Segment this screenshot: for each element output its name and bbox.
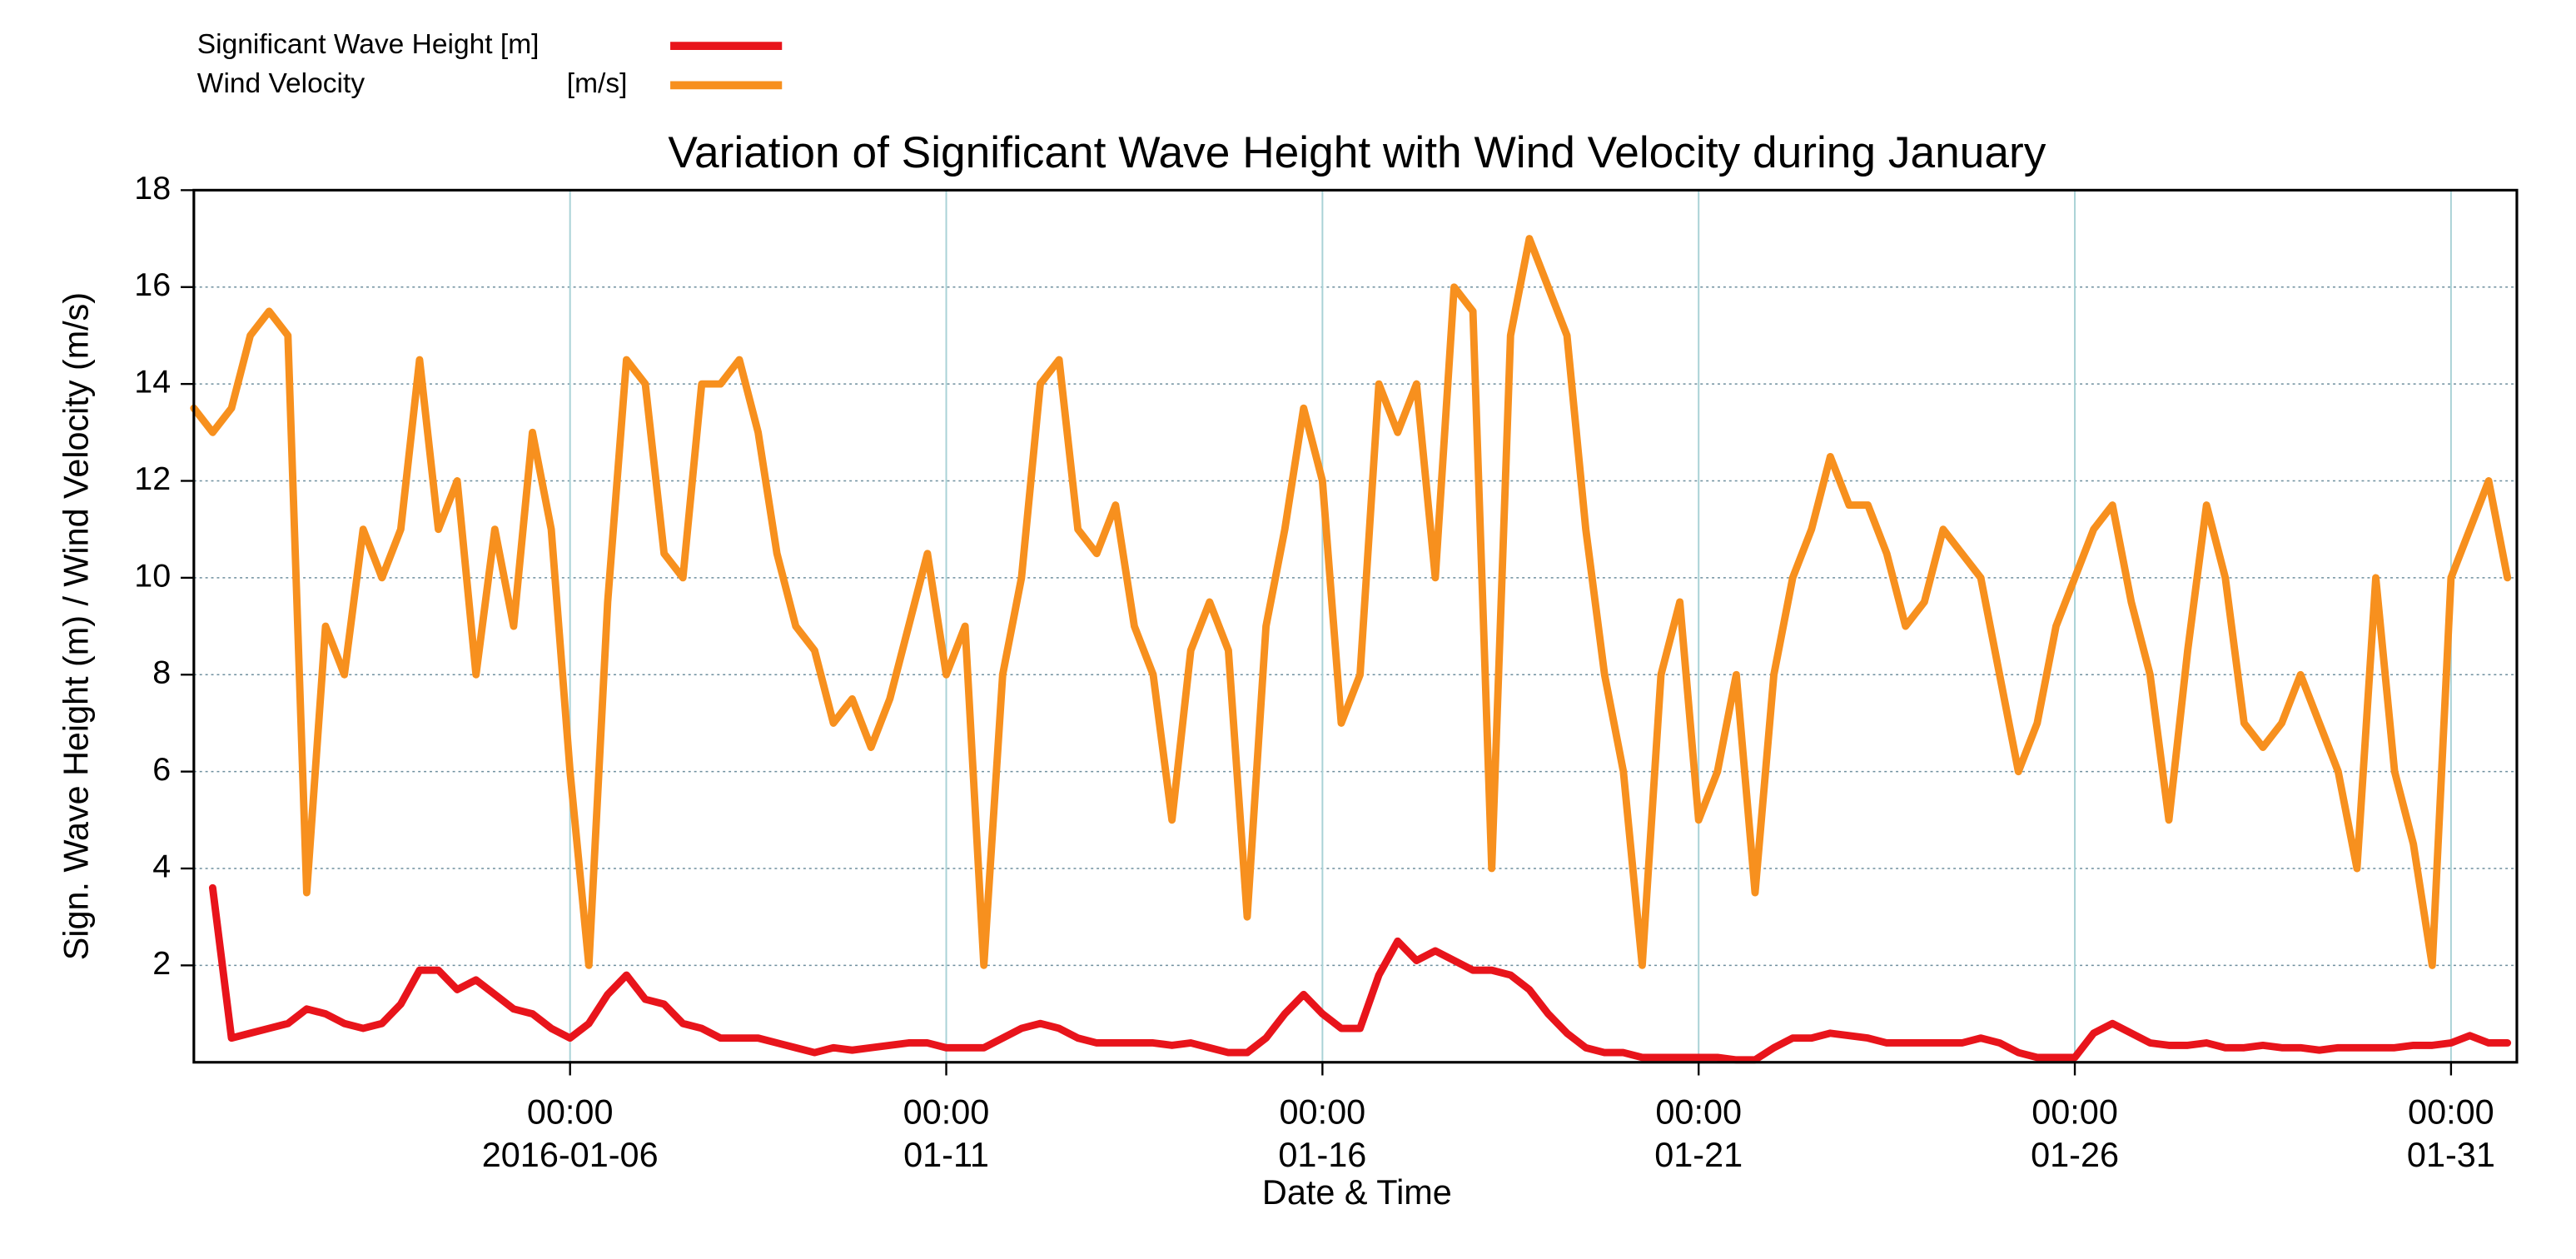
y-tick-label: 18 xyxy=(134,170,171,207)
x-tick-label: 00:00 xyxy=(1280,1093,1366,1132)
chart-title: Variation of Significant Wave Height wit… xyxy=(668,128,2046,177)
x-axis-label: Date & Time xyxy=(1262,1173,1452,1212)
x-tick-label: 01-11 xyxy=(903,1136,989,1174)
series-line xyxy=(190,235,2512,969)
x-tick-label: 00:00 xyxy=(2031,1093,2118,1132)
legend-label: Wind Velocity xyxy=(197,68,366,99)
series-line xyxy=(208,883,2512,1064)
y-tick-label: 12 xyxy=(134,460,171,497)
x-tick-label: 01-26 xyxy=(2031,1136,2119,1174)
x-tick-label: 00:00 xyxy=(2408,1093,2494,1132)
y-tick-label: 6 xyxy=(152,751,171,788)
legend-label: Significant Wave Height [m] xyxy=(197,29,540,60)
y-tick-label: 4 xyxy=(152,848,171,884)
y-tick-label: 2 xyxy=(152,945,171,982)
y-axis-label: Sign. Wave Height (m) / Wind Velocity (m… xyxy=(57,292,96,960)
x-tick-label: 00:00 xyxy=(1655,1093,1742,1132)
x-tick-label: 2016-01-06 xyxy=(482,1136,659,1174)
y-tick-label: 14 xyxy=(134,364,171,401)
legend-unit: [m/s] xyxy=(567,68,628,99)
y-tick-label: 10 xyxy=(134,557,171,594)
y-tick-label: 8 xyxy=(152,654,171,691)
x-tick-label: 01-21 xyxy=(1654,1136,1743,1174)
x-tick-label: 00:00 xyxy=(527,1093,614,1132)
plot-frame xyxy=(192,188,2519,1064)
x-tick-label: 01-31 xyxy=(2407,1136,2495,1174)
x-tick-label: 01-16 xyxy=(1278,1136,1366,1174)
y-tick-label: 16 xyxy=(134,266,171,303)
x-tick-label: 00:00 xyxy=(903,1093,990,1132)
